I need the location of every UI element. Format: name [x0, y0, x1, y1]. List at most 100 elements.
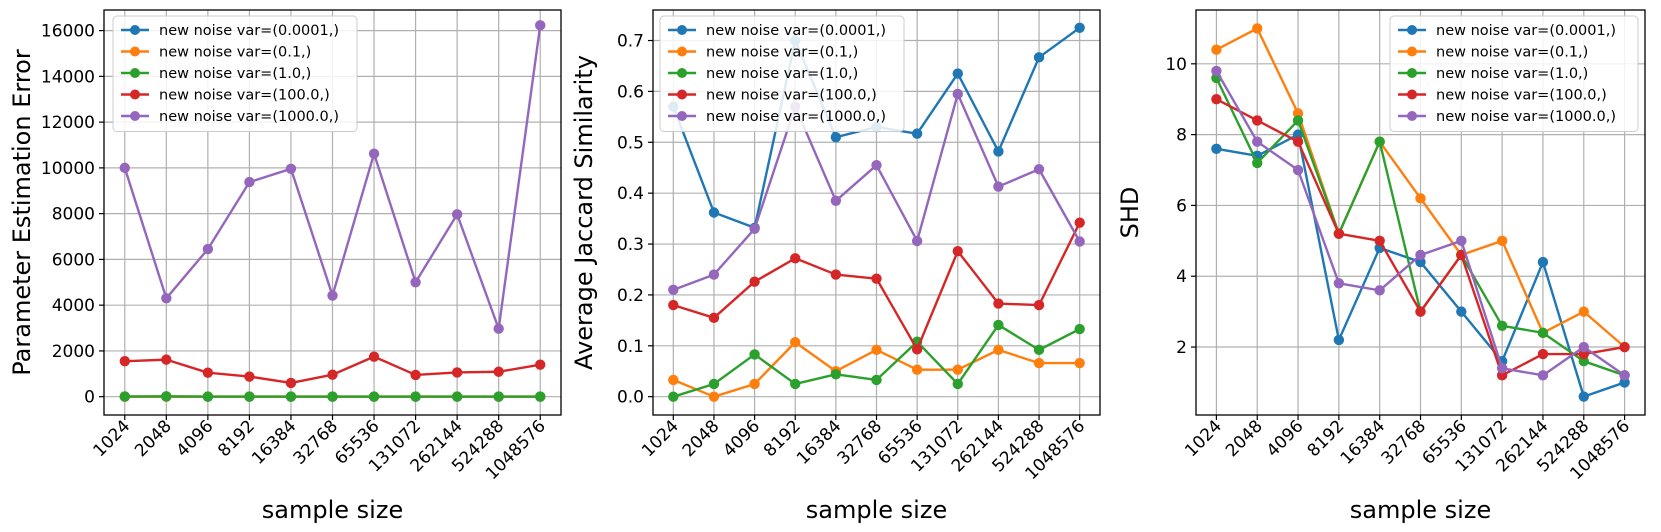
data-point: [202, 367, 214, 378]
data-point: [244, 391, 255, 402]
legend-swatch-marker: [130, 89, 140, 100]
data-point: [1033, 344, 1045, 356]
data-point: [451, 391, 463, 402]
data-point: [1333, 278, 1345, 289]
y-tick-label: 10: [1165, 55, 1187, 75]
data-point: [830, 131, 842, 143]
legend-entry: new noise var=(1.0,): [706, 66, 858, 82]
data-point: [993, 344, 1004, 356]
data-point: [1211, 65, 1222, 77]
data-point: [1619, 370, 1630, 381]
data-point: [1292, 136, 1304, 147]
data-point: [1074, 217, 1085, 228]
data-point: [668, 374, 679, 386]
data-point: [535, 20, 546, 31]
x-axis-label: sample size: [1350, 496, 1491, 524]
legend-entry: new noise var=(0.1,): [159, 45, 311, 61]
chart-1: 0 2000 4000 6000 8000 10000 12000 14000 16000 102…: [8, 9, 562, 524]
y-tick-label: 0.1: [617, 337, 644, 357]
data-point: [1456, 306, 1467, 317]
data-point: [871, 159, 882, 171]
data-point: [368, 148, 380, 159]
data-point: [1211, 94, 1222, 105]
legend-entry: new noise var=(1.0,): [159, 66, 311, 82]
data-point: [1537, 370, 1549, 381]
data-point: [285, 163, 297, 174]
data-point: [871, 344, 882, 356]
y-axis-label: Parameter Estimation Error: [8, 49, 36, 376]
data-point: [952, 378, 963, 390]
legend-entry: new noise var=(100.0,): [1436, 88, 1607, 104]
y-tick-label: 8: [1176, 126, 1187, 146]
data-point: [1252, 136, 1263, 147]
data-point: [119, 356, 130, 367]
data-point: [451, 209, 463, 220]
data-point: [244, 371, 255, 382]
legend-box: [1389, 15, 1639, 132]
y-tick-label: 0.5: [617, 133, 644, 153]
chart-2: 0.00.10.20.30.40.50.60.71024204840968192…: [570, 9, 1101, 524]
legend-swatch-marker: [130, 68, 140, 78]
legend-swatch-marker: [1407, 46, 1417, 57]
data-point: [1496, 363, 1508, 374]
legend-swatch-marker: [677, 111, 687, 121]
legend-swatch-marker: [1407, 111, 1417, 121]
data-point: [1252, 115, 1263, 126]
legend-entry: new noise var=(1.0,): [1436, 66, 1588, 82]
y-tick-label: 12000: [41, 113, 95, 133]
data-point: [327, 391, 338, 402]
data-point: [708, 391, 720, 402]
data-point: [1619, 341, 1630, 353]
legend-entry: new noise var=(1000.0,): [1436, 109, 1616, 125]
data-point: [1211, 143, 1222, 154]
data-point: [1578, 391, 1589, 402]
data-point: [749, 276, 760, 287]
data-point: [1033, 299, 1045, 311]
legend-box: [659, 15, 905, 132]
x-tick-label: 1024: [638, 416, 683, 461]
data-point: [790, 253, 801, 264]
data-point: [790, 337, 801, 348]
data-point: [993, 181, 1004, 192]
y-tick-label: 0.4: [617, 184, 644, 204]
data-point: [1033, 357, 1045, 369]
legend-entry: new noise var=(1000.0,): [706, 109, 886, 125]
data-point: [1211, 44, 1222, 55]
x-tick-label: 4096: [173, 416, 218, 461]
data-point: [1415, 249, 1426, 261]
data-point: [952, 68, 963, 79]
x-tick-label: 16384: [248, 416, 300, 468]
legend-swatch-marker: [677, 46, 687, 57]
data-point: [285, 391, 297, 402]
data-point: [1578, 341, 1589, 353]
data-point: [708, 378, 720, 390]
y-tick-label: 0.3: [617, 235, 644, 255]
data-point: [161, 391, 172, 402]
data-point: [871, 273, 882, 284]
data-point: [327, 369, 338, 380]
data-point: [493, 323, 504, 334]
x-tick-label: 16384: [1337, 416, 1389, 468]
legend: new noise var=(0.0001,) new noise var=(0.…: [112, 15, 358, 132]
data-point: [1074, 357, 1085, 369]
legend-swatch-marker: [1407, 68, 1417, 78]
data-point: [668, 284, 679, 296]
y-tick-label: 0: [84, 388, 95, 408]
data-point: [830, 269, 842, 280]
y-tick-label: 2000: [52, 342, 95, 362]
y-tick-label: 0.2: [617, 286, 644, 306]
legend-swatch-marker: [130, 111, 140, 121]
data-point: [1578, 306, 1589, 317]
data-point: [952, 88, 963, 100]
data-point: [911, 235, 923, 247]
data-point: [830, 369, 842, 380]
data-point: [911, 344, 923, 355]
y-tick-label: 10000: [41, 159, 95, 179]
y-tick-label: 0.7: [617, 32, 644, 52]
data-point: [1252, 23, 1263, 34]
y-tick-label: 6: [1176, 196, 1187, 216]
data-point: [668, 299, 679, 311]
data-point: [1074, 236, 1085, 247]
data-point: [1415, 306, 1426, 317]
data-point: [749, 349, 760, 360]
